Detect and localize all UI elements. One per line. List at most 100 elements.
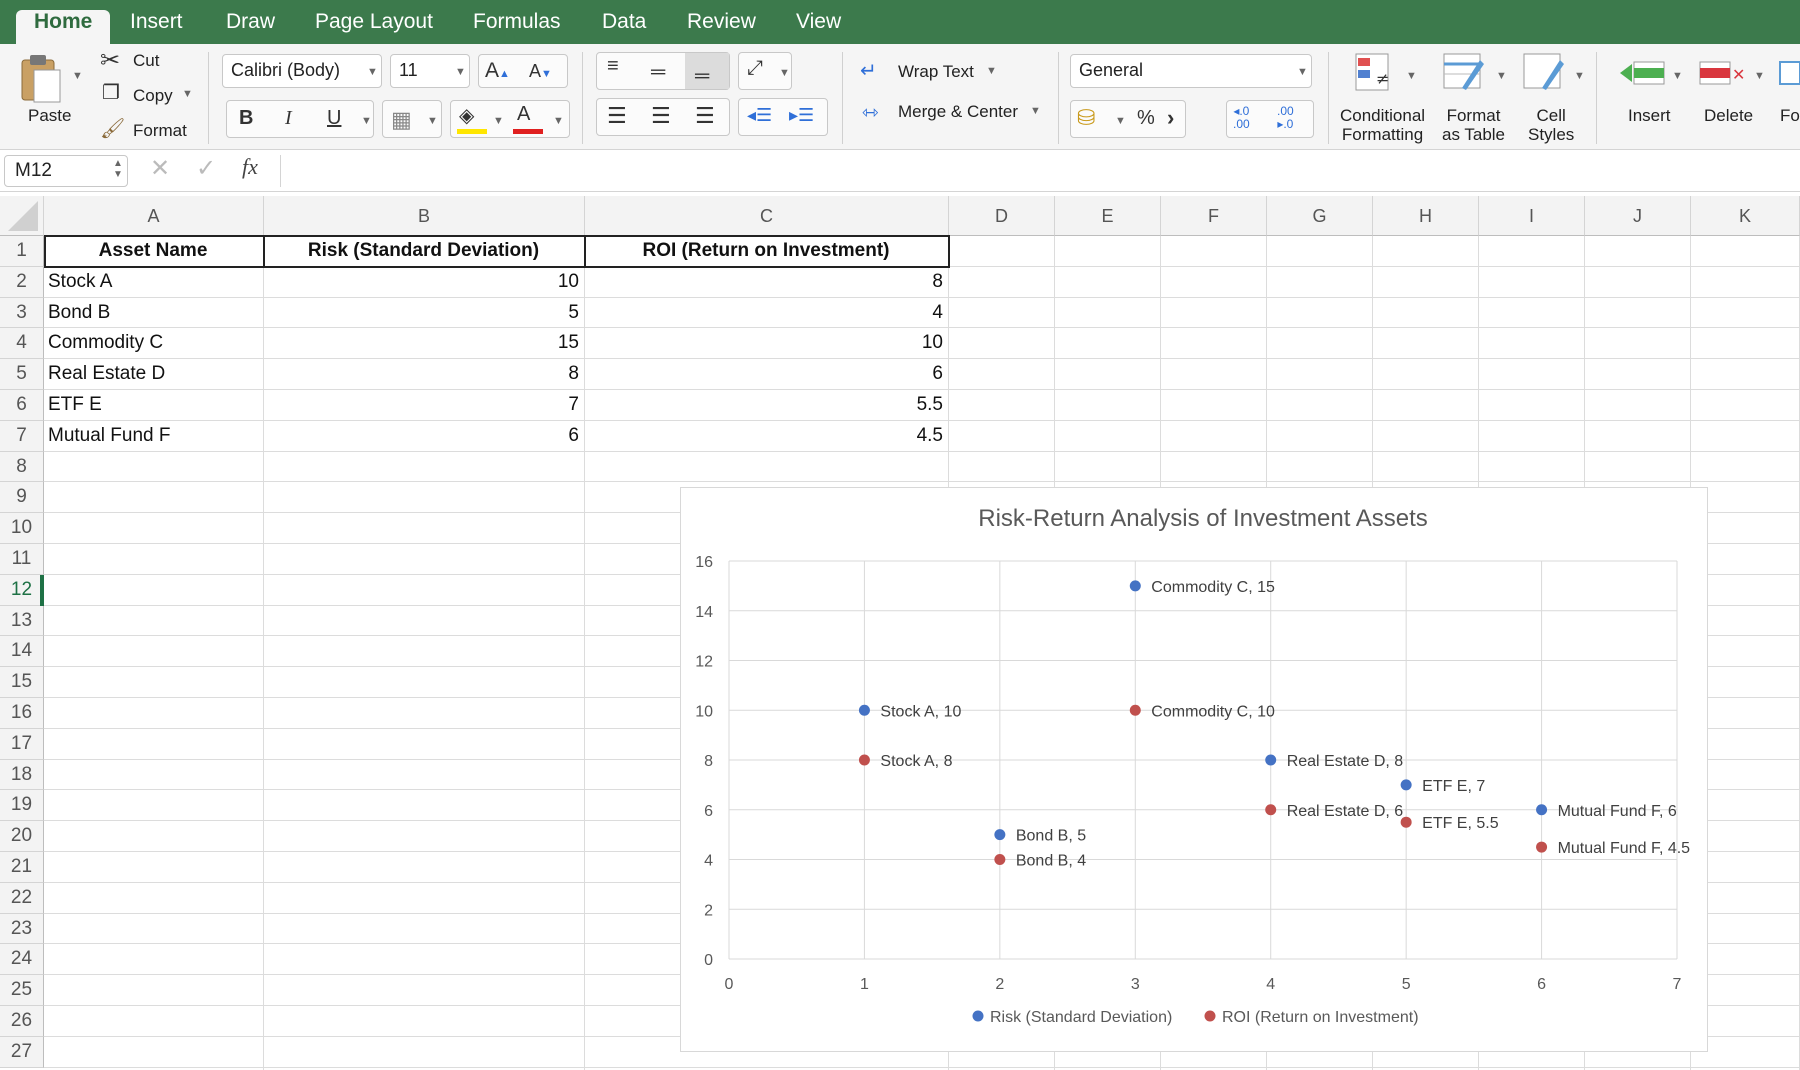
tab-draw[interactable]: Draw <box>226 10 276 33</box>
copy-button[interactable]: Copy <box>133 86 173 105</box>
column-header-j[interactable]: J <box>1585 196 1691 236</box>
scatter-chart[interactable]: Risk-Return Analysis of Investment Asset… <box>680 487 1708 1052</box>
align-center-icon[interactable]: ☰ <box>651 103 671 128</box>
row-header-4[interactable]: 4 <box>0 328 44 360</box>
table-cell[interactable]: 4.5 <box>916 424 943 446</box>
underline-icon[interactable]: U <box>327 107 342 129</box>
row-header-19[interactable]: 19 <box>0 790 44 822</box>
copy-icon[interactable]: ❐ <box>102 82 120 104</box>
row-header-15[interactable]: 15 <box>0 667 44 698</box>
row-header-23[interactable]: 23 <box>0 913 44 945</box>
increase-font-size-icon[interactable]: A▲ <box>485 59 510 82</box>
format-table-dropdown-icon[interactable]: ▼ <box>1496 70 1507 82</box>
cell-styles-icon[interactable] <box>1520 50 1568 94</box>
table-cell[interactable]: 15 <box>557 332 579 354</box>
align-left-icon[interactable]: ☰ <box>607 103 627 128</box>
cell-styles-dropdown-icon[interactable]: ▼ <box>1574 70 1585 82</box>
format-cells-icon[interactable] <box>1778 56 1800 92</box>
wrap-text-dropdown-icon[interactable]: ▼ <box>986 65 997 77</box>
accounting-format-icon[interactable]: ⛁ <box>1077 105 1096 130</box>
column-header-c[interactable]: C <box>585 196 949 236</box>
tab-data[interactable]: Data <box>602 10 647 33</box>
column-header-b[interactable]: B <box>264 196 585 236</box>
table-cell[interactable]: 6 <box>568 424 579 446</box>
formula-input[interactable] <box>280 155 1796 187</box>
table-cell[interactable]: 6 <box>932 363 943 385</box>
align-right-icon[interactable]: ☰ <box>695 103 715 128</box>
insert-cells-icon[interactable] <box>1618 56 1668 92</box>
decrease-decimal-icon[interactable]: .00 ▸.0 <box>1277 104 1294 131</box>
insert-function-button[interactable]: fx <box>242 154 258 179</box>
row-header-10[interactable]: 10 <box>0 513 44 544</box>
wrap-text-button[interactable]: Wrap Text <box>898 62 974 81</box>
row-header-27[interactable]: 27 <box>0 1036 44 1068</box>
column-header-f[interactable]: F <box>1161 196 1267 236</box>
table-cell[interactable]: 5 <box>568 301 579 323</box>
decrease-indent-icon[interactable]: ◂☰ <box>747 105 773 125</box>
cancel-entry-icon[interactable]: ✕ <box>150 155 171 182</box>
delete-dropdown-icon[interactable]: ▼ <box>1754 70 1765 82</box>
font-color-icon[interactable]: A <box>517 103 531 125</box>
row-header-12[interactable]: 12 <box>0 574 44 606</box>
increase-indent-icon[interactable]: ▸☰ <box>789 105 815 125</box>
decrease-font-size-icon[interactable]: A▼ <box>529 61 552 81</box>
table-cell[interactable]: 5.5 <box>916 394 943 415</box>
merge-center-icon[interactable]: ⇿ <box>862 102 879 124</box>
table-cell[interactable]: 8 <box>568 363 579 385</box>
format-painter-icon[interactable]: 🖌 <box>100 118 126 140</box>
table-cell[interactable]: Bond B <box>48 301 111 323</box>
cut-button[interactable]: Cut <box>133 51 160 70</box>
table-cell[interactable]: Commodity C <box>48 332 164 354</box>
font-size-select[interactable]: 11 ▼ <box>390 54 470 88</box>
row-header-26[interactable]: 26 <box>0 1006 44 1037</box>
align-middle-icon[interactable]: ═ <box>651 61 666 83</box>
column-header-e[interactable]: E <box>1055 196 1161 236</box>
font-color-dropdown-icon[interactable]: ▼ <box>553 115 564 127</box>
align-bottom-button[interactable] <box>685 53 729 89</box>
paste-icon[interactable] <box>18 52 64 104</box>
row-header-11[interactable]: 11 <box>0 544 44 575</box>
underline-dropdown-icon[interactable]: ▼ <box>361 115 372 127</box>
row-header-20[interactable]: 20 <box>0 821 44 852</box>
delete-cells-button[interactable]: Delete <box>1704 106 1754 125</box>
borders-button[interactable]: ▦ ▼ <box>382 100 442 138</box>
row-header-9[interactable]: 9 <box>0 482 44 514</box>
row-header-14[interactable]: 14 <box>0 636 44 668</box>
copy-dropdown-icon[interactable]: ▼ <box>182 88 193 100</box>
row-header-7[interactable]: 7 <box>0 420 44 452</box>
column-header-g[interactable]: G <box>1267 196 1373 236</box>
row-header-21[interactable]: 21 <box>0 852 44 883</box>
table-cell[interactable]: 10 <box>921 332 943 354</box>
header-cell[interactable]: ROI (Return on Investment) <box>642 240 890 261</box>
row-header-17[interactable]: 17 <box>0 728 44 760</box>
row-header-6[interactable]: 6 <box>0 390 44 421</box>
paste-dropdown-icon[interactable]: ▼ <box>72 70 83 82</box>
tab-view[interactable]: View <box>796 10 842 33</box>
bold-icon[interactable]: B <box>239 107 254 129</box>
header-cell[interactable]: Risk (Standard Deviation) <box>307 240 540 261</box>
table-cell[interactable]: 4 <box>932 301 943 323</box>
insert-cells-button[interactable]: Insert <box>1628 106 1671 125</box>
tab-home[interactable]: Home <box>16 10 111 44</box>
comma-style-icon[interactable]: › <box>1167 105 1175 130</box>
conditional-formatting-button[interactable]: Conditional Formatting <box>1340 106 1425 144</box>
row-header-1[interactable]: 1 <box>0 236 44 267</box>
fill-color-dropdown-icon[interactable]: ▼ <box>493 115 504 127</box>
column-header-d[interactable]: D <box>949 196 1055 236</box>
column-header-a[interactable]: A <box>44 196 264 236</box>
format-painter-button[interactable]: Format <box>133 121 187 140</box>
align-top-icon[interactable]: ≡ <box>607 55 619 77</box>
column-header-i[interactable]: I <box>1479 196 1585 236</box>
cell-styles-button[interactable]: Cell Styles <box>1528 106 1574 144</box>
row-header-18[interactable]: 18 <box>0 759 44 791</box>
number-format-select[interactable]: General ▼ <box>1070 54 1312 88</box>
font-name-select[interactable]: Calibri (Body) ▼ <box>222 54 382 88</box>
row-header-8[interactable]: 8 <box>0 451 44 483</box>
row-header-5[interactable]: 5 <box>0 359 44 390</box>
name-box-stepper-icon[interactable]: ▲ ▼ <box>113 158 123 180</box>
tab-insert[interactable]: Insert <box>130 10 183 33</box>
merge-center-dropdown-icon[interactable]: ▼ <box>1030 105 1041 117</box>
confirm-entry-icon[interactable]: ✓ <box>196 155 217 182</box>
row-header-22[interactable]: 22 <box>0 882 44 914</box>
orientation-button[interactable]: ⤢ ▼ <box>738 52 792 90</box>
